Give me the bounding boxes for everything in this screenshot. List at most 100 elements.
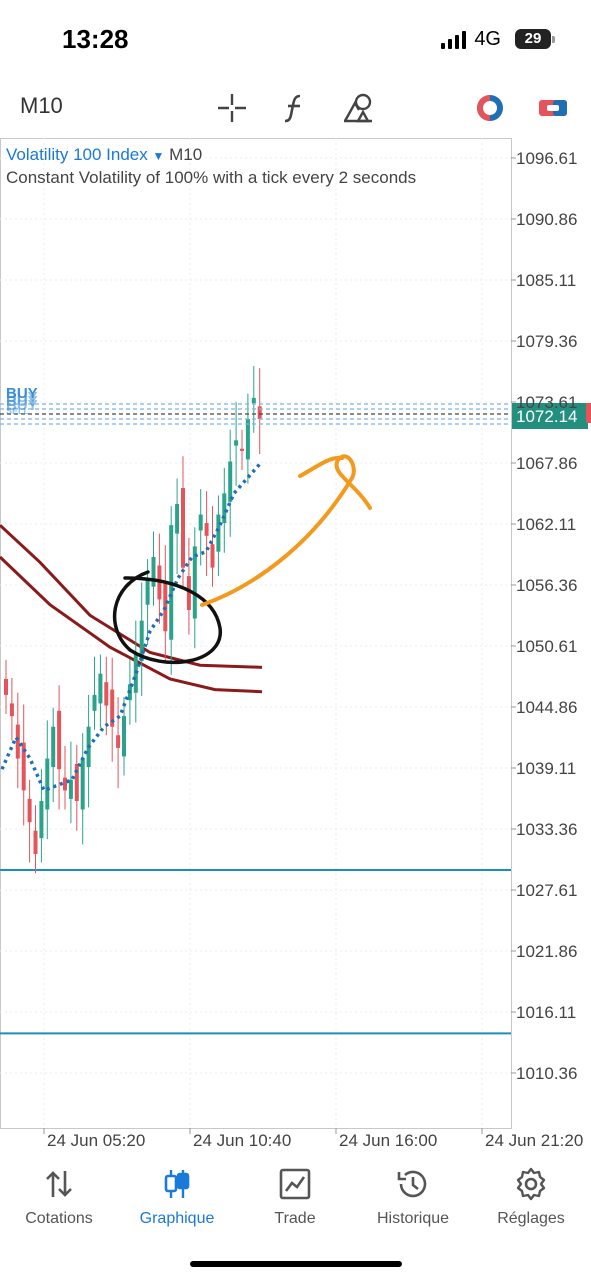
objects-icon[interactable]: [338, 88, 378, 128]
trade-marker-label: BUY: [6, 385, 38, 402]
candle-body: [110, 689, 115, 727]
y-tick-label: 1067.86: [516, 454, 577, 473]
y-tick-label: 1096.61: [516, 149, 577, 168]
candle-body: [21, 742, 26, 791]
candle-body: [122, 716, 126, 757]
candle-body: [181, 488, 185, 568]
candle-body: [68, 779, 73, 799]
candle-body: [216, 514, 221, 552]
tab-label: Cotations: [25, 1210, 93, 1227]
candle-body: [186, 576, 191, 611]
trade-panel-icon[interactable]: [533, 88, 573, 128]
y-tick-label: 1085.11: [516, 271, 576, 290]
price-axis: 1096.61 1090.86 1085.11 1079.36 1073.61 1067.…: [511, 149, 577, 1083]
candle-body: [92, 694, 97, 711]
candle-body: [116, 735, 121, 748]
price-lines: 1072.14: [0, 403, 591, 429]
y-tick-label: 1073.61: [516, 393, 577, 412]
candle-body: [15, 724, 20, 759]
gear-icon: [472, 1166, 590, 1202]
drawn-circle: [113, 570, 222, 665]
tab-label: Trade: [274, 1210, 316, 1227]
ask-price-marker: [586, 403, 591, 423]
y-tick-label: 1039.11: [516, 759, 576, 778]
candle-body: [245, 419, 250, 460]
trade-marker-label: BUY: [6, 389, 38, 406]
symbol-timeframe: M10: [169, 145, 203, 164]
tab-label: Graphique: [139, 1210, 215, 1227]
moving-average-line: [0, 555, 263, 694]
candle-body: [175, 503, 180, 534]
y-tick-label: 1090.86: [516, 210, 577, 229]
candle-body: [80, 758, 85, 810]
user-drawings[interactable]: [113, 454, 372, 665]
price-chart[interactable]: 1072.14 1096.61 1090.86 1085.11 1079.36 1073…: [0, 138, 591, 1158]
crosshair-icon[interactable]: [212, 88, 252, 128]
candle-body: [63, 777, 67, 791]
horizontal-lines: [0, 868, 511, 1035]
candle-body: [192, 546, 197, 619]
tab-historique[interactable]: Historique: [354, 1166, 472, 1238]
status-time: 13:28: [62, 24, 129, 54]
trade-marker-label: BUY: [6, 397, 38, 414]
current-price-label: 1072.14: [516, 407, 577, 426]
arrows-updown-icon: [0, 1166, 118, 1202]
moving-averages: [0, 524, 263, 694]
candle-body: [74, 763, 79, 801]
candle-body: [57, 710, 62, 770]
x-tick-label: 24 Jun 10:40: [193, 1131, 291, 1150]
candle-body: [257, 406, 262, 420]
candle-body: [198, 514, 203, 531]
current-price-box: [512, 403, 588, 429]
tab-trade[interactable]: Trade: [236, 1166, 354, 1238]
candle-body: [151, 556, 156, 587]
symbol-dropdown-icon[interactable]: ▼: [152, 149, 165, 163]
candle-body: [51, 726, 56, 768]
candle-body: [240, 448, 244, 451]
trade-marker-label: SELL: [6, 406, 30, 416]
tab-graphique[interactable]: Graphique: [118, 1166, 236, 1238]
tab-cotations[interactable]: Cotations: [0, 1166, 118, 1238]
y-tick-label: 1079.36: [516, 332, 577, 351]
bottom-tab-bar: Cotations Graphique Trade Historique Rég…: [0, 1158, 591, 1280]
y-tick-label: 1010.36: [516, 1064, 577, 1083]
candle-body: [33, 830, 38, 855]
symbol-header[interactable]: Volatility 100 Index ▼ M10: [6, 145, 202, 165]
plot-frame: [0, 138, 512, 1129]
drawn-arrow: [200, 454, 372, 607]
candle-body: [139, 620, 144, 661]
candle-body: [39, 800, 44, 839]
chart-grid: [0, 138, 512, 1129]
battery-icon: 29: [515, 29, 555, 49]
x-tick-label: 24 Jun 21:20: [485, 1131, 583, 1150]
time-axis: 24 Jun 05:20 24 Jun 10:40 24 Jun 16:00 24 J…: [43, 1128, 583, 1150]
trade-marker-label: BUY: [6, 393, 38, 410]
status-icons: 4G: [441, 28, 501, 51]
symbol-description: Constant Volatility of 100% with a tick …: [6, 168, 417, 187]
candle-body: [204, 523, 209, 536]
y-tick-label: 1016.11: [516, 1003, 576, 1022]
tab-label: Réglages: [497, 1210, 565, 1227]
signal-icon: [441, 30, 467, 49]
candle-body: [4, 678, 8, 695]
candle-body: [210, 544, 215, 568]
candle-body: [251, 397, 256, 404]
chart-toolbar: M10: [0, 80, 591, 136]
candle-body: [45, 758, 50, 810]
candle-body: [222, 493, 227, 524]
timeframe-button[interactable]: M10: [20, 93, 63, 118]
candlesticks: [4, 366, 262, 874]
tab-label: Historique: [376, 1210, 450, 1227]
home-indicator: [190, 1261, 402, 1267]
tab-reglages[interactable]: Réglages: [472, 1166, 590, 1238]
network-type: 4G: [474, 28, 501, 50]
one-click-trading-icon[interactable]: [470, 88, 510, 128]
candle-body: [104, 682, 109, 706]
status-bar: 13:28 4G 29: [0, 0, 591, 80]
indicators-icon[interactable]: [274, 88, 314, 128]
trade-chart-icon: [236, 1166, 354, 1202]
candle-body: [228, 461, 233, 502]
candle-body: [98, 673, 103, 704]
symbol-name[interactable]: Volatility 100 Index: [6, 145, 148, 164]
